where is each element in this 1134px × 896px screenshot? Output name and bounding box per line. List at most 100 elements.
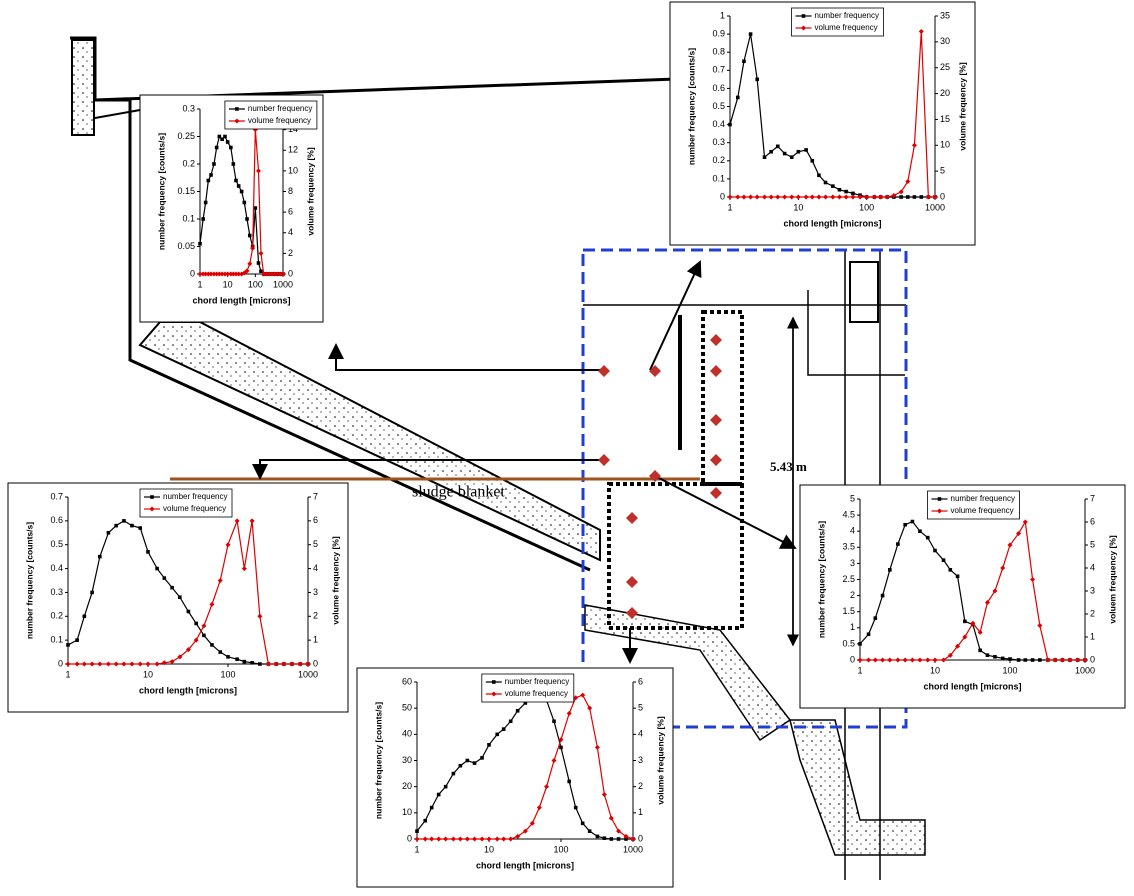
x-tick-label: 100 — [1002, 665, 1017, 675]
figure: sludge blanket 5.43 m 00.050.10.150.20.2… — [0, 0, 1134, 891]
y2-tick-label: 6 — [638, 676, 643, 686]
y2-tick-label: 1 — [313, 635, 318, 645]
data-point — [881, 594, 885, 598]
data-point — [248, 234, 252, 238]
data-point — [790, 155, 794, 159]
data-point — [83, 614, 87, 618]
data-point — [986, 653, 990, 657]
data-point — [232, 162, 236, 166]
data-point — [226, 655, 230, 659]
data-point — [122, 519, 126, 523]
y-tick-label: 5 — [850, 493, 855, 503]
y-tick-label: 0.5 — [712, 101, 725, 111]
data-point — [146, 550, 150, 554]
data-point — [888, 568, 892, 572]
data-point — [452, 772, 456, 776]
y-tick-label: 1 — [720, 10, 725, 20]
y-tick-label: 2 — [850, 590, 855, 600]
y-tick-label: 0.7 — [712, 65, 725, 75]
x-tick-label: 100 — [248, 279, 263, 289]
y2-tick-label: 0 — [288, 268, 293, 278]
y2-tick-label: 6 — [313, 515, 318, 525]
y-tick-label: 0.15 — [177, 186, 195, 196]
x-tick-label: 1000 — [1075, 665, 1095, 675]
y2-tick-label: 12 — [288, 145, 298, 155]
data-point — [234, 179, 238, 183]
data-point — [610, 837, 614, 841]
x-tick-label: 10 — [930, 665, 940, 675]
data-point — [728, 123, 732, 127]
data-point — [473, 761, 477, 765]
data-point — [896, 542, 900, 546]
y-tick-label: 0.05 — [177, 241, 195, 251]
data-point — [978, 649, 982, 653]
data-point — [810, 159, 814, 163]
x-axis-label: chord length [microns] — [139, 685, 237, 695]
data-point — [194, 622, 198, 626]
data-point — [899, 195, 903, 199]
data-point — [942, 558, 946, 562]
y2-tick-label: 0 — [313, 658, 318, 668]
x-axis-label: chord length [microns] — [783, 218, 881, 228]
y-tick-label: 4 — [850, 526, 855, 536]
data-point — [66, 643, 70, 647]
y-tick-label: 0.5 — [50, 539, 63, 549]
legend-marker — [492, 680, 496, 684]
data-point — [212, 162, 216, 166]
y-tick-label: 10 — [402, 807, 412, 817]
y2-tick-label: 0 — [638, 833, 643, 843]
y-tick-label: 3 — [850, 558, 855, 568]
legend-marker — [150, 495, 154, 499]
data-point — [755, 78, 759, 82]
data-point — [559, 746, 563, 750]
y2-tick-label: 4 — [288, 227, 293, 237]
legend-label: volume frequency — [163, 504, 226, 513]
legend-label: volume frequency — [951, 506, 1014, 515]
y-tick-label: 0.4 — [50, 563, 63, 573]
data-point — [596, 835, 600, 839]
data-point — [245, 217, 249, 221]
data-point — [207, 179, 211, 183]
pointer-arrow — [650, 262, 700, 370]
data-point — [769, 150, 773, 154]
y2-tick-label: 3 — [1090, 585, 1095, 595]
data-point — [831, 184, 835, 188]
y-tick-label: 0.2 — [50, 611, 63, 621]
data-point — [114, 524, 118, 528]
data-point — [509, 719, 513, 723]
y-axis-label: number frequency [counts/s] — [373, 702, 383, 819]
data-point — [223, 135, 227, 139]
data-point — [178, 595, 182, 599]
data-point — [797, 150, 801, 154]
y-tick-label: 50 — [402, 703, 412, 713]
x-tick-label: 1 — [727, 202, 732, 212]
data-point — [617, 837, 621, 841]
x-tick-label: 10 — [143, 669, 153, 679]
y2-tick-label: 10 — [940, 140, 950, 150]
data-point — [1017, 658, 1021, 662]
y-tick-label: 0.6 — [50, 515, 63, 525]
x-tick-label: 1 — [65, 669, 70, 679]
y-axis-label: number frequency [counts/s] — [686, 48, 696, 165]
y2-tick-label: 3 — [638, 755, 643, 765]
y2-axis-label: volume frequency [%] — [330, 536, 340, 624]
x-tick-label: 1 — [197, 279, 202, 289]
y2-tick-label: 5 — [313, 539, 318, 549]
data-point — [459, 764, 463, 768]
legend-marker — [938, 497, 942, 501]
y2-tick-label: 7 — [1090, 493, 1095, 503]
data-point — [603, 836, 607, 840]
y-tick-label: 0.1 — [712, 173, 725, 183]
x-tick-label: 1000 — [623, 844, 643, 854]
y2-tick-label: 30 — [940, 36, 950, 46]
y-tick-label: 20 — [402, 781, 412, 791]
data-point — [776, 145, 780, 149]
y2-tick-label: 1 — [1090, 631, 1095, 641]
y-tick-label: 0.25 — [177, 131, 195, 141]
data-point — [1024, 658, 1028, 662]
data-point — [444, 785, 448, 789]
y2-axis-label: voluem frequency [%] — [1107, 535, 1117, 623]
data-point — [229, 146, 233, 150]
data-point — [130, 524, 134, 528]
